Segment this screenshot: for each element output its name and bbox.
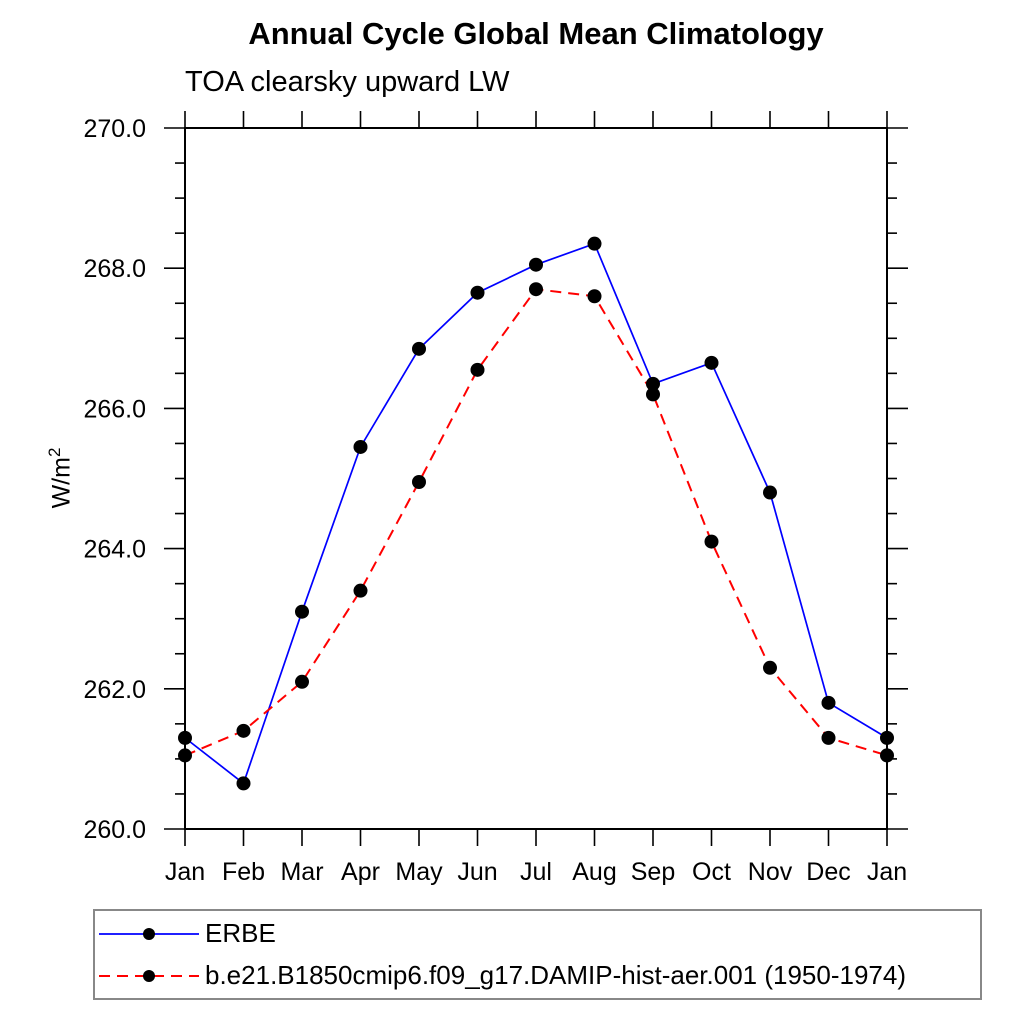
legend-solid-line-icon <box>99 927 199 940</box>
data-point <box>763 485 777 500</box>
data-point <box>587 289 602 304</box>
legend-marker-dot <box>143 927 155 940</box>
y-axis-labels: 260.0 262.0 264.0 266.0 268.0 270.0 <box>83 115 146 844</box>
x-tick-label: Dec <box>806 858 850 886</box>
y-tick-label: 266.0 <box>83 395 146 423</box>
legend-label: b.e21.B1850cmip6.f09_g17.DAMIP-hist-aer.… <box>205 960 906 990</box>
data-point <box>295 674 309 689</box>
chart-subtitle: TOA clearsky upward LW <box>185 66 510 98</box>
model-markers <box>178 282 894 763</box>
legend-item-erbe: ERBE <box>95 913 980 955</box>
x-tick-label: Jul <box>520 858 552 886</box>
legend-dashed-line-icon <box>99 969 199 982</box>
data-point <box>353 583 368 598</box>
x-tick-label: Nov <box>748 858 793 886</box>
data-point <box>178 748 192 763</box>
legend-label: ERBE <box>205 918 276 948</box>
data-point <box>821 695 836 710</box>
chart-title: Annual Cycle Global Mean Climatology <box>248 16 824 51</box>
data-point <box>704 355 719 370</box>
x-tick-label: Mar <box>280 858 323 886</box>
x-tick-label: May <box>395 858 443 886</box>
x-tick-label: Jan <box>165 858 205 886</box>
data-point <box>704 534 719 549</box>
x-axis-ticks <box>184 111 888 846</box>
legend-item-model: b.e21.B1850cmip6.f09_g17.DAMIP-hist-aer.… <box>95 955 980 997</box>
x-tick-label: Jun <box>457 858 497 886</box>
data-point <box>412 475 426 490</box>
data-point <box>236 723 251 738</box>
x-tick-label: Oct <box>692 858 731 886</box>
data-point <box>880 730 894 745</box>
data-point <box>178 730 192 745</box>
data-point <box>821 730 836 745</box>
y-tick-label: 264.0 <box>83 536 146 564</box>
y-tick-label: 270.0 <box>83 115 146 143</box>
data-point <box>412 341 426 356</box>
data-point <box>587 236 602 251</box>
y-axis-ticks <box>164 127 908 830</box>
data-point <box>470 285 485 300</box>
data-point <box>646 376 660 391</box>
data-point <box>763 660 777 675</box>
y-tick-label: 268.0 <box>83 255 146 283</box>
data-point <box>295 604 309 619</box>
x-tick-label: Apr <box>341 858 380 886</box>
model-line <box>184 288 888 757</box>
data-point <box>529 257 543 272</box>
data-point <box>646 387 660 402</box>
data-point <box>353 439 368 454</box>
plot-frame <box>184 127 888 830</box>
legend-marker-dot <box>143 969 155 982</box>
x-tick-label: Jan <box>867 858 907 886</box>
data-point <box>880 748 894 763</box>
legend: ERBE b.e21.B1850cmip6.f09_g17.DAMIP-hist-… <box>93 909 982 1000</box>
x-axis-labels: Jan Feb Mar Apr May Jun Jul Aug Sep Oct Nov Dec Jan <box>165 858 907 886</box>
data-point <box>529 282 543 297</box>
x-tick-label: Sep <box>631 858 675 886</box>
y-tick-label: 262.0 <box>83 676 146 704</box>
erbe-line <box>184 242 888 785</box>
y-tick-label: 260.0 <box>83 816 146 844</box>
data-point <box>470 362 485 377</box>
x-tick-label: Aug <box>572 858 616 886</box>
data-point <box>236 776 251 791</box>
x-tick-label: Feb <box>222 858 265 886</box>
erbe-markers <box>178 236 894 791</box>
